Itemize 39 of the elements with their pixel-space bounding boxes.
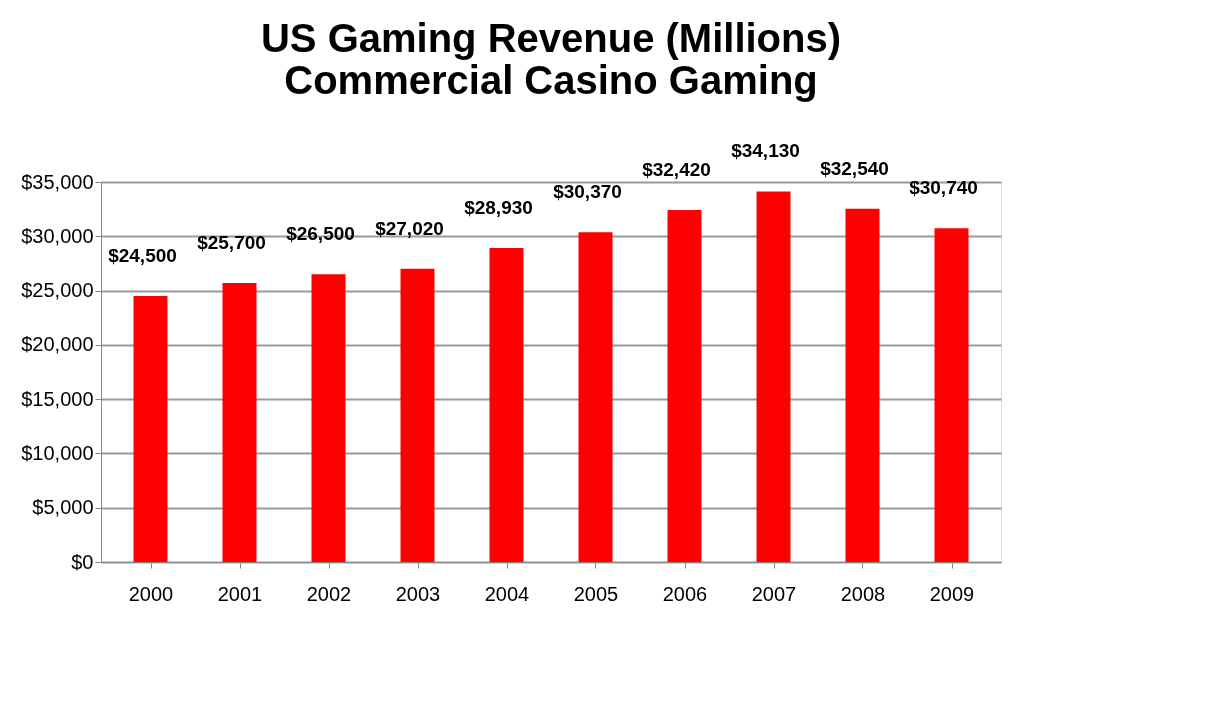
y-tick-label: $10,000	[21, 441, 94, 464]
bar	[222, 282, 257, 562]
bar	[400, 268, 435, 562]
data-label: $24,500	[108, 245, 177, 266]
data-label: $26,500	[286, 223, 355, 245]
x-tick-label: 2009	[929, 582, 975, 605]
x-tick-label: 2005	[573, 582, 619, 605]
x-tick-label: 2008	[840, 582, 886, 605]
bar	[845, 208, 880, 562]
bar	[667, 210, 702, 562]
data-label: $32,540	[820, 157, 889, 179]
x-tick-label: 2004	[484, 582, 530, 605]
x-tick-label: 2003	[395, 582, 441, 605]
bar	[934, 228, 969, 562]
x-tick-label: 2002	[306, 582, 352, 605]
y-tick-label: $15,000	[21, 387, 94, 410]
x-tick-label: 2000	[128, 582, 174, 605]
text: US Gaming Revenue (Millions)	[260, 16, 842, 61]
y-tick-label: $20,000	[21, 333, 94, 356]
bar	[311, 274, 346, 562]
data-label: $32,420	[642, 159, 711, 181]
data-label: $25,700	[197, 231, 266, 253]
data-label: $27,020	[375, 217, 444, 239]
bar	[578, 232, 613, 562]
bar	[133, 296, 168, 562]
data-label: $34,130	[731, 140, 800, 162]
y-tick-label: $0	[71, 550, 94, 573]
x-tick-label: 2007	[751, 582, 797, 605]
x-tick-label: 2001	[217, 582, 263, 605]
data-label: $28,930	[464, 196, 533, 218]
y-tick-label: $30,000	[21, 224, 94, 247]
data-label: $30,740	[909, 177, 978, 199]
y-tick-label: $25,000	[21, 279, 94, 302]
y-tick-label: $35,000	[21, 170, 94, 193]
data-label: $30,370	[553, 181, 622, 203]
bar	[489, 247, 524, 562]
bar	[756, 191, 791, 562]
x-tick-label: 2006	[662, 582, 708, 605]
y-tick-label: $5,000	[32, 496, 94, 519]
